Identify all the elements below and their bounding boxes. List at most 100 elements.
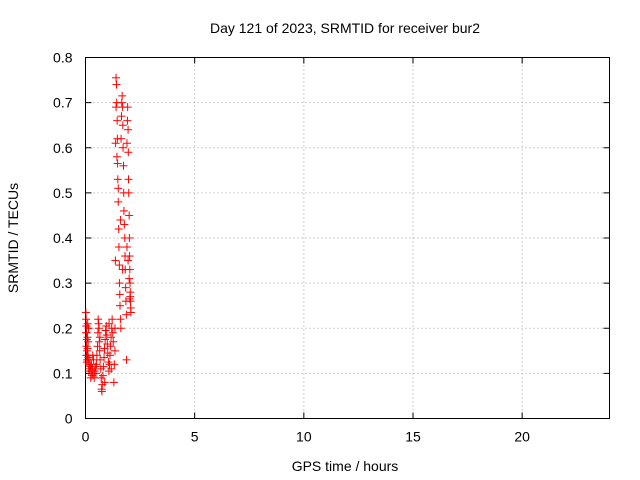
y-tick-label: 0.4 [53, 230, 73, 246]
data-point [108, 315, 117, 324]
data-point [83, 346, 92, 355]
y-tick-label: 0.3 [53, 275, 73, 291]
data-point [82, 328, 91, 337]
data-point [95, 324, 104, 333]
data-point [95, 333, 104, 342]
data-point [100, 344, 109, 353]
y-tick-label: 0.5 [53, 185, 73, 201]
data-point [107, 333, 116, 342]
data-point [126, 308, 135, 317]
data-point [122, 139, 131, 148]
data-point [119, 206, 128, 215]
x-tick-label: 15 [405, 429, 421, 445]
data-point [125, 234, 134, 242]
data-point [114, 243, 123, 252]
grid [85, 57, 610, 419]
data-point [100, 353, 109, 362]
data-point [119, 143, 128, 152]
data-point [83, 344, 92, 353]
data-point [117, 98, 126, 107]
data-point [98, 371, 107, 380]
data-point [117, 134, 126, 143]
y-tick-label: 0.7 [53, 95, 73, 111]
y-tick-label: 0.2 [53, 320, 73, 336]
data-point [92, 360, 101, 369]
data-point [126, 279, 135, 288]
data-point [123, 116, 132, 125]
data-point [99, 362, 108, 371]
data-point [120, 220, 129, 229]
data-point [93, 328, 102, 337]
data-point [118, 265, 127, 274]
data-point [118, 91, 127, 100]
data-point [117, 112, 126, 121]
data-point [83, 351, 92, 360]
y-tick-label: 0.8 [53, 50, 73, 66]
data-point [124, 148, 133, 157]
x-tick-label: 20 [514, 429, 530, 445]
data-point [115, 279, 124, 288]
axis-ticks [85, 57, 610, 419]
data-point [125, 252, 134, 261]
data-point [91, 369, 100, 378]
data-point [115, 290, 124, 299]
data-point [94, 315, 103, 324]
data-point [113, 159, 122, 168]
data-point [124, 125, 133, 134]
data-point [84, 367, 93, 376]
tick-labels: 0 5 10 15 20 0 0.1 0.2 0.3 0.4 0.5 0.6 0.7 0.8 [53, 50, 530, 445]
data-point [125, 274, 134, 283]
data-point [95, 337, 104, 346]
data-point [111, 139, 120, 148]
data-point [116, 215, 125, 224]
y-tick-label: 0.1 [53, 365, 73, 381]
data-point [115, 301, 124, 310]
data-points [81, 73, 135, 396]
data-point [84, 324, 93, 333]
data-point [106, 342, 115, 351]
data-point [82, 315, 91, 324]
data-point [102, 331, 111, 340]
data-point [105, 351, 114, 360]
data-point [93, 342, 102, 351]
data-point [124, 175, 133, 184]
x-tick-label: 5 [191, 429, 199, 445]
x-tick-label: 10 [296, 429, 312, 445]
data-point [122, 355, 131, 364]
data-point [114, 184, 123, 193]
data-point [116, 315, 125, 324]
data-point [86, 373, 95, 382]
data-point [112, 73, 121, 82]
x-axis-label: GPS time / hours [292, 458, 399, 474]
data-point [119, 161, 128, 170]
data-point [121, 283, 130, 292]
data-point [100, 378, 109, 387]
y-axis-label: SRMTID / TECUs [5, 183, 21, 293]
data-point [97, 387, 106, 396]
data-point [107, 364, 116, 373]
data-point [81, 308, 90, 317]
plot-frame [85, 57, 610, 419]
data-point [101, 335, 110, 344]
data-point [112, 152, 121, 161]
data-point [118, 121, 127, 130]
data-point [122, 310, 131, 319]
data-point [123, 103, 132, 112]
data-point [95, 346, 104, 355]
y-tick-label: 0 [65, 411, 73, 427]
data-point [122, 243, 131, 252]
data-point [109, 378, 118, 387]
data-point [124, 188, 133, 197]
data-point [111, 256, 120, 265]
data-point [83, 333, 92, 342]
data-point [108, 328, 117, 337]
data-point [115, 261, 124, 270]
data-point [101, 326, 110, 335]
data-point [114, 197, 123, 206]
data-point [110, 346, 119, 355]
x-tick-label: 0 [82, 429, 90, 445]
data-point [112, 80, 121, 89]
chart-title: Day 121 of 2023, SRMTID for receiver bur… [210, 20, 480, 36]
data-point [114, 224, 123, 233]
